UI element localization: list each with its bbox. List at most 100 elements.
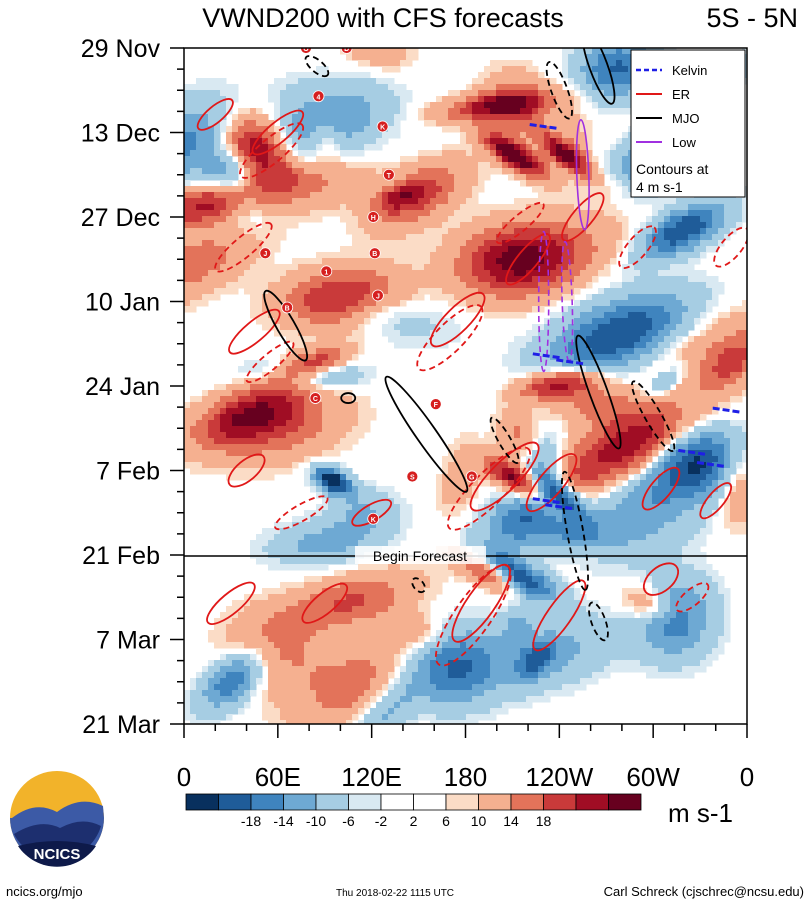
field-cell	[736, 324, 743, 331]
field-cell	[382, 102, 389, 109]
field-cell	[712, 354, 719, 361]
field-cell	[346, 72, 353, 79]
field-cell	[604, 294, 611, 301]
field-cell	[328, 294, 335, 301]
field-cell	[454, 270, 461, 277]
field-cell	[652, 396, 659, 403]
field-cell	[436, 234, 443, 241]
field-cell	[568, 246, 575, 253]
field-cell	[352, 162, 359, 169]
field-cell	[406, 48, 413, 55]
field-cell	[526, 408, 533, 415]
field-cell	[292, 306, 299, 313]
field-cell	[328, 462, 335, 469]
field-cell	[538, 150, 545, 157]
field-cell	[640, 198, 647, 205]
field-cell	[550, 414, 557, 421]
field-cell	[676, 420, 683, 427]
field-cell	[526, 336, 533, 343]
field-cell	[322, 192, 329, 199]
field-cell	[538, 342, 545, 349]
field-cell	[376, 270, 383, 277]
field-cell	[658, 312, 665, 319]
field-cell	[670, 408, 677, 415]
field-cell	[184, 180, 191, 187]
field-cell	[586, 348, 593, 355]
field-cell	[388, 48, 395, 55]
field-cell	[604, 348, 611, 355]
field-cell	[280, 372, 287, 379]
field-cell	[712, 468, 719, 475]
field-cell	[370, 192, 377, 199]
field-cell	[580, 384, 587, 391]
field-cell	[460, 432, 467, 439]
field-cell	[190, 90, 197, 97]
field-cell	[268, 96, 275, 103]
field-cell	[340, 354, 347, 361]
field-cell	[334, 72, 341, 79]
field-cell	[514, 390, 521, 397]
field-cell	[622, 474, 629, 481]
field-cell	[454, 240, 461, 247]
field-cell	[532, 144, 539, 151]
field-cell	[220, 168, 227, 175]
field-cell	[706, 378, 713, 385]
field-cell	[670, 234, 677, 241]
field-cell	[298, 300, 305, 307]
field-cell	[550, 450, 557, 457]
field-cell	[502, 438, 509, 445]
field-cell	[472, 186, 479, 193]
field-cell	[196, 252, 203, 259]
field-cell	[508, 402, 515, 409]
field-cell	[430, 318, 437, 325]
field-cell	[400, 222, 407, 229]
field-cell	[676, 282, 683, 289]
field-cell	[238, 390, 245, 397]
field-cell	[562, 462, 569, 469]
field-cell	[496, 474, 503, 481]
field-cell	[352, 102, 359, 109]
field-cell	[478, 276, 485, 283]
field-cell	[322, 306, 329, 313]
field-cell	[568, 120, 575, 127]
field-cell	[352, 378, 359, 385]
field-cell	[526, 120, 533, 127]
field-cell	[304, 372, 311, 379]
field-cell	[202, 84, 209, 91]
field-cell	[484, 444, 491, 451]
field-cell	[568, 336, 575, 343]
field-cell	[538, 144, 545, 151]
field-cell	[550, 480, 557, 487]
field-cell	[586, 96, 593, 103]
field-cell	[364, 372, 371, 379]
field-cell	[508, 72, 515, 79]
field-cell	[412, 162, 419, 169]
field-cell	[514, 168, 521, 175]
field-cell	[238, 192, 245, 199]
field-cell	[250, 258, 257, 265]
field-cell	[532, 72, 539, 79]
field-cell	[502, 234, 509, 241]
field-cell	[532, 234, 539, 241]
field-cell	[532, 222, 539, 229]
field-cell	[550, 456, 557, 463]
field-cell	[238, 366, 245, 373]
field-cell	[724, 354, 731, 361]
field-cell	[652, 468, 659, 475]
field-cell	[508, 414, 515, 421]
field-cell	[508, 444, 515, 451]
field-cell	[274, 300, 281, 307]
field-cell	[202, 390, 209, 397]
field-cell	[298, 288, 305, 295]
field-cell	[226, 462, 233, 469]
field-cell	[706, 240, 713, 247]
field-cell	[610, 210, 617, 217]
field-cell	[388, 120, 395, 127]
field-cell	[202, 162, 209, 169]
field-cell	[520, 426, 527, 433]
field-cell	[280, 288, 287, 295]
field-cell	[232, 246, 239, 253]
field-cell	[718, 384, 725, 391]
field-cell	[340, 258, 347, 265]
field-cell	[268, 150, 275, 157]
